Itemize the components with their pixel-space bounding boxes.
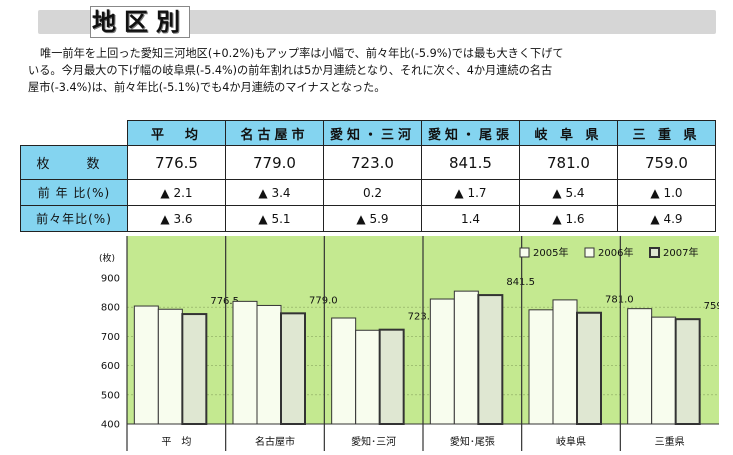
y-tick-label: 800 bbox=[101, 303, 120, 314]
table-cell: 759.0 bbox=[617, 145, 716, 180]
bar bbox=[477, 294, 504, 425]
table-cell: ▲ 1.0 bbox=[617, 179, 716, 206]
table-cell: ▲ 5.9 bbox=[323, 205, 422, 232]
bar bbox=[552, 299, 578, 425]
x-tick-label: 愛知･三河 bbox=[351, 435, 396, 448]
x-tick-label: 愛知･尾張 bbox=[450, 435, 495, 448]
row-label: 前々年比(%) bbox=[20, 205, 128, 232]
table-row: 枚 数 776.5 779.0 723.0 841.5 781.0 759.0 bbox=[20, 145, 716, 180]
y-tick-label: 900 bbox=[101, 274, 120, 285]
bar bbox=[355, 329, 381, 425]
bar bbox=[280, 312, 306, 425]
data-label: 723.0 bbox=[408, 312, 437, 323]
data-label: 776.5 bbox=[210, 296, 239, 307]
bar bbox=[133, 305, 159, 425]
y-axis-label: (枚) bbox=[99, 252, 115, 264]
column-header: 平 均 bbox=[127, 120, 226, 146]
table-cell: ▲ 2.1 bbox=[127, 179, 226, 206]
chart-svg: 400 500 600 700 800 900 (枚) 776.5 平 均 779.0 名古屋市 72… bbox=[99, 236, 719, 451]
bar bbox=[181, 313, 208, 425]
bar bbox=[331, 317, 357, 425]
table-cell: 841.5 bbox=[421, 145, 520, 180]
table-cell: 1.4 bbox=[421, 205, 520, 232]
bar bbox=[157, 308, 183, 425]
table-cell: ▲ 4.9 bbox=[617, 205, 716, 232]
data-label: 759.0 bbox=[704, 301, 719, 312]
intro-line: いる。今月最大の下げ幅の岐阜県(-5.4%)の前年割れは5か月連続となり、それに… bbox=[28, 64, 553, 77]
x-tick-label: 平 均 bbox=[161, 436, 191, 448]
legend-label: 2006年 bbox=[598, 246, 633, 259]
row-label: 前 年 比(%) bbox=[20, 179, 128, 206]
y-tick-label: 500 bbox=[101, 390, 120, 401]
legend-label: 2005年 bbox=[533, 246, 568, 259]
y-tick-label: 600 bbox=[101, 361, 120, 372]
intro-line: 屋市(-3.4%)は、前々年比(-5.1%)でも4か月連続のマイナスとなった。 bbox=[28, 81, 386, 94]
bar bbox=[453, 290, 479, 425]
table-cell: 776.5 bbox=[127, 145, 226, 180]
x-tick-label: 名古屋市 bbox=[255, 435, 295, 448]
data-label: 841.5 bbox=[506, 277, 535, 288]
bar bbox=[378, 328, 405, 425]
column-header: 名古屋市 bbox=[225, 120, 324, 146]
bar bbox=[528, 309, 554, 425]
table-row: 前々年比(%) ▲ 3.6 ▲ 5.1 ▲ 5.9 1.4 ▲ 1.6 ▲ 4.… bbox=[20, 205, 716, 232]
column-header: 三 重 県 bbox=[617, 120, 716, 146]
bar bbox=[651, 316, 677, 425]
table-cell: ▲ 1.7 bbox=[421, 179, 520, 206]
column-header: 愛知・尾張 bbox=[421, 120, 520, 146]
legend-swatch bbox=[584, 247, 595, 258]
x-tick-label: 三重県 bbox=[655, 435, 685, 448]
table-cell: ▲ 3.6 bbox=[127, 205, 226, 232]
intro-paragraph: 唯一前年を上回った愛知三河地区(+0.2%)もアップ率は小幅で、前々年比(-5.… bbox=[28, 45, 718, 96]
legend-swatch bbox=[649, 247, 660, 258]
intro-line: 唯一前年を上回った愛知三河地区(+0.2%)もアップ率は小幅で、前々年比(-5.… bbox=[40, 47, 564, 60]
row-label: 枚 数 bbox=[20, 145, 128, 180]
bar bbox=[627, 308, 653, 425]
y-tick-label: 700 bbox=[101, 332, 120, 343]
bar-chart: 400 500 600 700 800 900 (枚) 776.5 平 均 779.0 名古屋市 72… bbox=[20, 236, 719, 451]
bar bbox=[256, 304, 282, 425]
table-cell: ▲ 5.1 bbox=[225, 205, 324, 232]
table-cell: ▲ 5.4 bbox=[519, 179, 618, 206]
table-cell: ▲ 3.4 bbox=[225, 179, 324, 206]
table-row: 前 年 比(%) ▲ 2.1 ▲ 3.4 0.2 ▲ 1.7 ▲ 5.4 ▲ 1… bbox=[20, 179, 716, 206]
region-table: 平 均 名古屋市 愛知・三河 愛知・尾張 岐 阜 県 三 重 県 枚 数 776… bbox=[20, 120, 716, 232]
bar bbox=[232, 300, 258, 425]
table-cell: ▲ 1.6 bbox=[519, 205, 618, 232]
table-cell: 781.0 bbox=[519, 145, 618, 180]
bar bbox=[429, 298, 455, 425]
table-cell: 723.0 bbox=[323, 145, 422, 180]
bar bbox=[576, 311, 602, 425]
data-label: 779.0 bbox=[309, 295, 338, 306]
table-cell: 0.2 bbox=[323, 179, 422, 206]
table-cell: 779.0 bbox=[225, 145, 324, 180]
bar bbox=[674, 318, 701, 425]
legend-label: 2007年 bbox=[663, 246, 698, 259]
column-header: 岐 阜 県 bbox=[519, 120, 618, 146]
column-header: 愛知・三河 bbox=[323, 120, 422, 146]
data-label: 781.0 bbox=[605, 295, 634, 306]
section-title: 地区別 bbox=[90, 6, 190, 38]
legend-swatch bbox=[519, 247, 530, 258]
table-corner bbox=[20, 120, 128, 146]
y-tick-label: 400 bbox=[101, 420, 120, 431]
x-tick-label: 岐阜県 bbox=[556, 435, 586, 448]
